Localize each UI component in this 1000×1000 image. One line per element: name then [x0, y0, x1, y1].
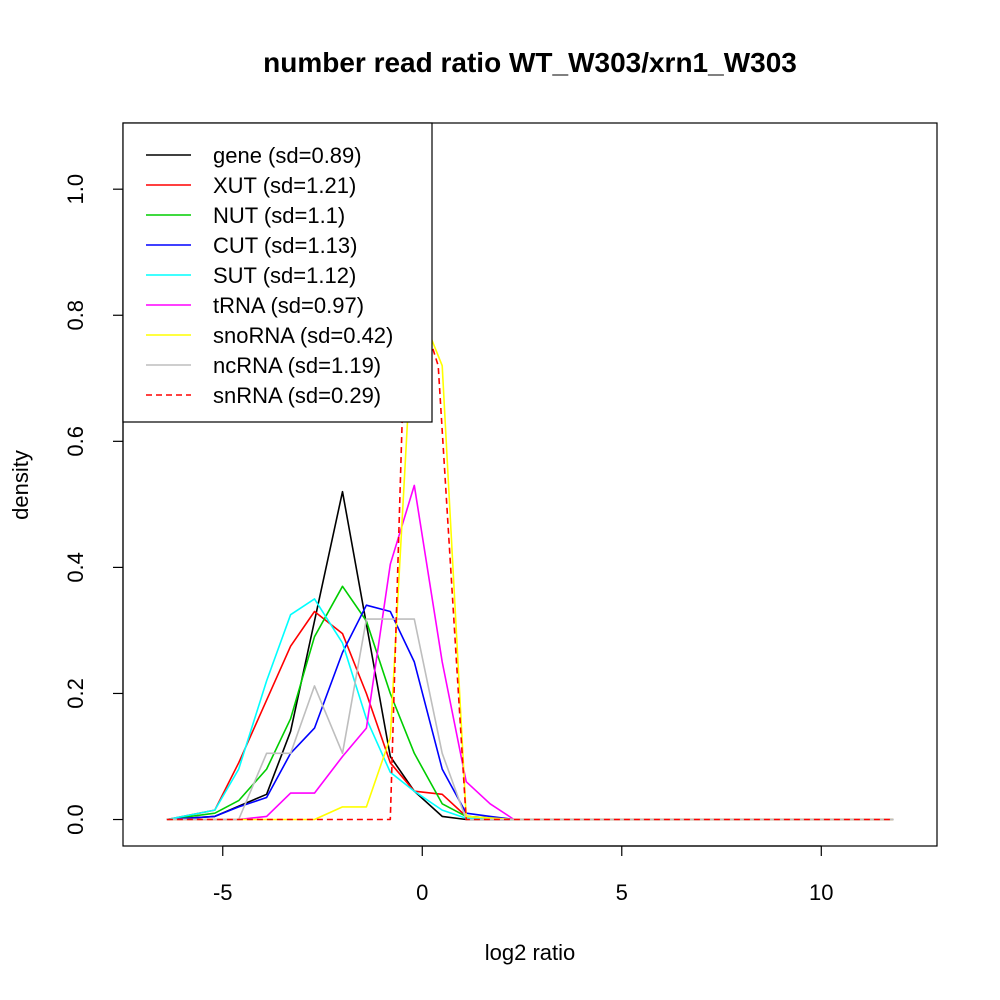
legend: gene (sd=0.89) XUT (sd=1.21) NUT (sd=1.1) C…	[122, 122, 433, 423]
x-tick-label: 10	[809, 880, 833, 905]
legend-label: gene (sd=0.89)	[213, 143, 362, 168]
x-tick-label: 0	[416, 880, 428, 905]
legend-label: tRNA (sd=0.97)	[213, 293, 364, 318]
legend-label: CUT (sd=1.13)	[213, 233, 357, 258]
x-tick-label: -5	[213, 880, 233, 905]
series-line-5	[166, 484, 894, 821]
legend-label: ncRNA (sd=1.19)	[213, 353, 381, 378]
legend-label: snRNA (sd=0.29)	[213, 383, 381, 408]
x-axis-label: log2 ratio	[485, 940, 576, 965]
series-line-7	[166, 618, 894, 821]
y-tick-label: 1.0	[63, 174, 88, 205]
y-tick-label: 0.2	[63, 678, 88, 709]
legend-label: snoRNA (sd=0.42)	[213, 323, 393, 348]
y-tick-label: 0.4	[63, 552, 88, 583]
series-line-2	[166, 585, 894, 821]
legend-box	[122, 122, 433, 423]
series-line-3	[166, 604, 894, 821]
legend-label: SUT (sd=1.12)	[213, 263, 356, 288]
legend-label: XUT (sd=1.21)	[213, 173, 356, 198]
y-tick-label: 0.8	[63, 300, 88, 331]
legend-label: NUT (sd=1.1)	[213, 203, 345, 228]
y-axis-label: density	[8, 450, 33, 520]
y-tick-label: 0.0	[63, 804, 88, 835]
plot-frame	[122, 122, 938, 847]
series-line-4	[166, 598, 894, 821]
x-tick-label: 5	[616, 880, 628, 905]
y-tick-label: 0.6	[63, 426, 88, 457]
series-line-6	[166, 295, 894, 821]
chart-title: number read ratio WT_W303/xrn1_W303	[263, 47, 797, 78]
